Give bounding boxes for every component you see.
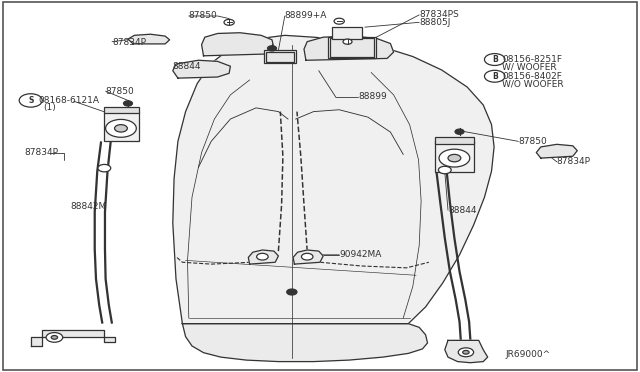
Bar: [332, 27, 362, 39]
Circle shape: [448, 154, 461, 162]
Bar: [328, 37, 376, 58]
Text: 88842M: 88842M: [70, 202, 107, 211]
Bar: [104, 112, 139, 141]
Circle shape: [438, 166, 451, 174]
Polygon shape: [445, 340, 488, 363]
Circle shape: [257, 253, 268, 260]
Circle shape: [484, 54, 505, 65]
Circle shape: [224, 19, 234, 25]
Circle shape: [458, 348, 474, 357]
Bar: [264, 50, 296, 63]
Circle shape: [439, 149, 470, 167]
Circle shape: [301, 253, 313, 260]
Polygon shape: [304, 36, 394, 60]
Circle shape: [287, 289, 297, 295]
Text: W/O WOOFER: W/O WOOFER: [502, 79, 564, 88]
Circle shape: [46, 333, 63, 342]
Circle shape: [343, 39, 352, 44]
Circle shape: [463, 350, 469, 354]
Text: 90942MA: 90942MA: [339, 250, 381, 259]
Polygon shape: [31, 330, 115, 346]
Polygon shape: [182, 324, 428, 362]
Circle shape: [51, 336, 58, 339]
Text: 08156-8251F: 08156-8251F: [502, 55, 563, 64]
Polygon shape: [536, 144, 577, 158]
Circle shape: [484, 70, 505, 82]
Text: 87850: 87850: [518, 137, 547, 146]
Text: 87834P: 87834P: [112, 38, 146, 47]
Text: 88805J: 88805J: [419, 18, 451, 27]
Text: JR69000^: JR69000^: [506, 350, 551, 359]
Text: (1): (1): [43, 103, 56, 112]
Text: 88899: 88899: [358, 92, 387, 101]
Text: 88899+A: 88899+A: [285, 11, 327, 20]
Bar: [266, 52, 294, 62]
Text: 87834PS: 87834PS: [419, 10, 459, 19]
Circle shape: [115, 125, 127, 132]
Circle shape: [106, 119, 136, 137]
Bar: [330, 38, 374, 57]
Text: 08168-6121A: 08168-6121A: [38, 96, 99, 105]
Text: 88844: 88844: [173, 62, 202, 71]
Text: B: B: [492, 72, 497, 81]
Polygon shape: [173, 60, 230, 78]
Polygon shape: [173, 35, 494, 324]
Text: 87834P: 87834P: [24, 148, 58, 157]
Circle shape: [455, 129, 464, 134]
Text: 88844: 88844: [448, 206, 477, 215]
Bar: [435, 137, 474, 144]
Polygon shape: [248, 250, 278, 264]
Polygon shape: [293, 250, 323, 264]
Bar: [435, 141, 474, 172]
Polygon shape: [128, 34, 170, 44]
Bar: [104, 107, 139, 113]
Circle shape: [19, 94, 42, 107]
Text: 87834P: 87834P: [557, 157, 591, 166]
Text: 87850: 87850: [106, 87, 134, 96]
Text: S: S: [28, 96, 33, 105]
Text: 08156-8402F: 08156-8402F: [502, 72, 563, 81]
Circle shape: [334, 18, 344, 24]
Circle shape: [268, 46, 276, 51]
Text: W/ WOOFER: W/ WOOFER: [502, 62, 557, 71]
Text: 87850: 87850: [189, 11, 218, 20]
Text: B: B: [492, 55, 497, 64]
Polygon shape: [202, 33, 274, 56]
Circle shape: [124, 101, 132, 106]
Circle shape: [98, 164, 111, 172]
